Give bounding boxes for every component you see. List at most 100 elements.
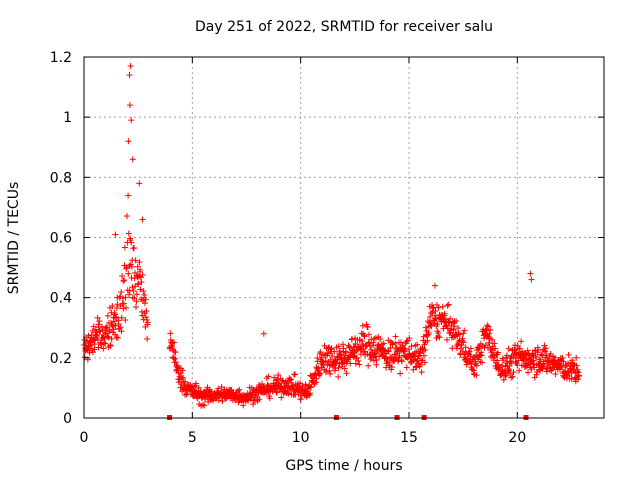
data-point xyxy=(431,320,438,327)
data-point xyxy=(408,343,415,350)
data-point xyxy=(136,180,143,187)
data-point xyxy=(142,296,149,303)
data-point xyxy=(476,344,483,351)
data-point xyxy=(414,341,421,348)
data-point xyxy=(234,388,241,395)
data-point xyxy=(132,257,139,264)
data-point xyxy=(355,358,362,365)
data-point xyxy=(518,362,525,369)
data-point xyxy=(290,382,297,389)
data-point xyxy=(424,337,431,344)
data-point xyxy=(118,328,125,335)
data-point xyxy=(102,340,109,347)
data-point xyxy=(133,298,140,305)
x-tick-label: 10 xyxy=(292,430,310,446)
data-point xyxy=(113,334,120,341)
data-point xyxy=(127,63,134,70)
data-point xyxy=(446,330,453,337)
data-point xyxy=(360,330,367,337)
data-point xyxy=(123,304,130,311)
data-point xyxy=(359,322,366,329)
data-point xyxy=(505,365,512,372)
data-point xyxy=(131,245,138,252)
data-point xyxy=(445,301,452,308)
data-point xyxy=(500,376,507,383)
data-point xyxy=(170,355,177,362)
data-point xyxy=(274,376,281,383)
data-point xyxy=(489,336,496,343)
data-point xyxy=(462,344,469,351)
data-point xyxy=(387,344,394,351)
data-point xyxy=(469,366,476,373)
data-point xyxy=(122,294,129,301)
data-point xyxy=(473,372,480,379)
data-point xyxy=(341,365,348,372)
data-point xyxy=(133,304,140,311)
data-point xyxy=(453,317,460,324)
data-point xyxy=(415,353,422,360)
data-point xyxy=(106,328,113,335)
data-point xyxy=(143,308,150,315)
data-point xyxy=(347,360,354,367)
data-point xyxy=(120,278,127,285)
data-point xyxy=(143,316,150,323)
data-point xyxy=(144,335,151,342)
data-point xyxy=(565,351,572,358)
data-point xyxy=(392,340,399,347)
data-point xyxy=(250,401,257,408)
data-point xyxy=(398,358,405,365)
y-tick-label: 0.4 xyxy=(50,291,72,307)
data-point xyxy=(484,344,491,351)
data-point xyxy=(460,339,467,346)
data-point xyxy=(91,341,98,348)
data-point xyxy=(353,347,360,354)
data-point xyxy=(181,378,188,385)
data-point xyxy=(312,379,319,386)
data-point xyxy=(103,330,110,337)
data-point xyxy=(125,138,132,145)
data-point xyxy=(479,359,486,366)
data-point xyxy=(81,354,88,361)
data-point xyxy=(95,321,102,328)
data-point xyxy=(439,303,446,310)
data-point xyxy=(569,357,576,364)
data-point xyxy=(466,348,473,355)
data-point xyxy=(425,329,432,336)
data-point xyxy=(100,345,107,352)
data-point xyxy=(128,239,135,246)
data-point xyxy=(396,352,403,359)
data-point xyxy=(364,324,371,331)
data-point xyxy=(260,330,267,337)
data-point xyxy=(370,339,377,346)
data-point xyxy=(215,397,222,404)
data-point xyxy=(380,346,387,353)
data-point xyxy=(175,364,182,371)
data-point xyxy=(524,369,531,376)
data-point xyxy=(367,343,374,350)
data-point xyxy=(413,364,420,371)
data-point xyxy=(135,281,142,288)
data-point xyxy=(136,259,143,266)
data-point xyxy=(481,335,488,342)
data-point xyxy=(485,323,492,330)
data-point xyxy=(172,349,179,356)
data-point xyxy=(575,376,582,383)
data-point xyxy=(422,324,429,331)
data-point xyxy=(127,261,134,268)
data-point xyxy=(339,341,346,348)
data-point xyxy=(502,373,509,380)
data-point xyxy=(568,375,575,382)
x-tick-label: 5 xyxy=(188,430,197,446)
data-point xyxy=(542,345,549,352)
data-point xyxy=(435,330,442,337)
chart-title: Day 251 of 2022, SRMTID for receiver sal… xyxy=(195,19,493,35)
data-point xyxy=(484,322,491,329)
data-point xyxy=(137,266,144,273)
data-point xyxy=(284,389,291,396)
data-point xyxy=(96,318,103,325)
data-point xyxy=(492,345,499,352)
data-point xyxy=(560,358,567,365)
data-point xyxy=(144,319,151,326)
data-point xyxy=(365,362,372,369)
